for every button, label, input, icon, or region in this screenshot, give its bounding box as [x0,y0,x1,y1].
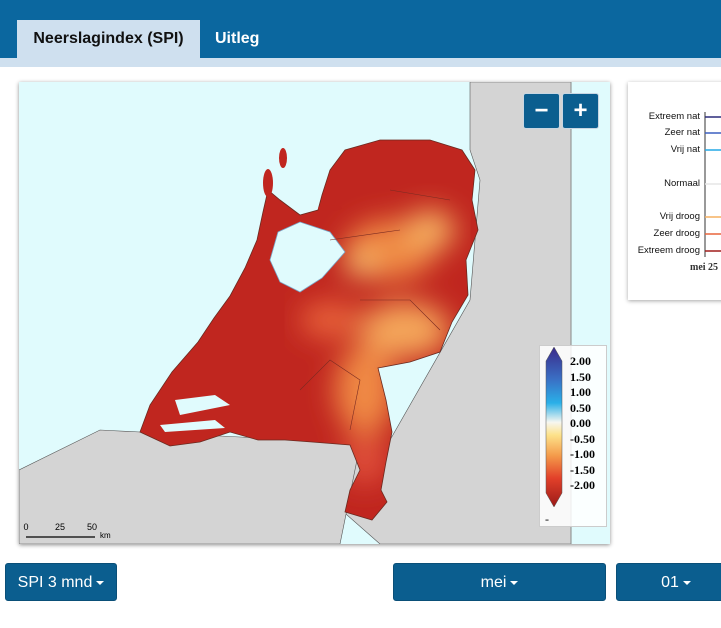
legend-no-data: - [545,512,549,526]
province-border [299,189,451,431]
button-label: 01 [661,574,679,591]
class-label: Zeer nat [664,127,700,138]
zoom-out[interactable]: − [523,93,560,129]
scale-unit: km [100,531,111,540]
day-select[interactable]: 01 [616,563,721,601]
zoom-in[interactable]: + [562,93,599,129]
island [279,148,287,168]
colorbar [545,346,563,508]
scale-label: 25 [55,522,65,532]
country-outline [139,139,479,521]
legend-label: 1.50 [570,370,591,384]
legend-label: -0.50 [570,432,595,446]
scale-label: 50 [87,522,97,532]
map-canvas: 0 25 50 km [19,82,610,544]
button-label: mei [480,574,507,591]
tab[interactable]: Neerslagindex (SPI) [17,20,200,58]
period-select[interactable]: SPI 3 mnd [5,563,117,601]
legend-label: 2.00 [570,354,591,368]
panel-date: mei 25 [690,262,719,273]
class-label: Extreem droog [637,245,700,256]
class-label: Vrij droog [659,211,700,222]
land [19,429,361,544]
map[interactable]: 0 25 50 km [19,82,610,544]
scale-label: 0 [23,522,28,532]
estuary [160,395,230,432]
tab[interactable]: Uitleg [215,30,260,47]
class-label: Zeer droog [653,228,700,239]
legend-label: 0.00 [570,416,591,430]
lake [269,221,346,293]
legend-label: -2.00 [570,478,595,492]
legend-label: -1.50 [570,463,595,477]
class-label: Vrij nat [670,144,700,155]
button-label: SPI 3 mnd [17,574,93,591]
legend-label: 0.50 [570,401,591,415]
class-label: Normaal [664,178,700,189]
tab-strip [0,58,721,67]
island [263,169,273,197]
class-lines [704,112,721,257]
month-select[interactable]: mei [393,563,606,601]
class-label: Extreem nat [648,111,700,122]
island [318,205,342,211]
legend-label: 1.00 [570,385,591,399]
legend-label: -1.00 [570,447,595,461]
